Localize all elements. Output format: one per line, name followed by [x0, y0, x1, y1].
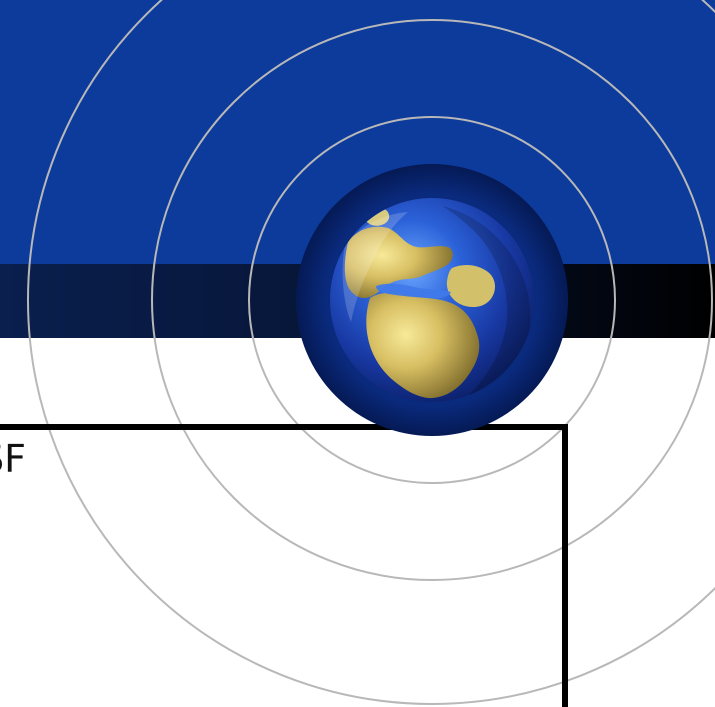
slide-canvas: SF	[0, 0, 715, 707]
globe-earth-icon	[0, 0, 715, 707]
